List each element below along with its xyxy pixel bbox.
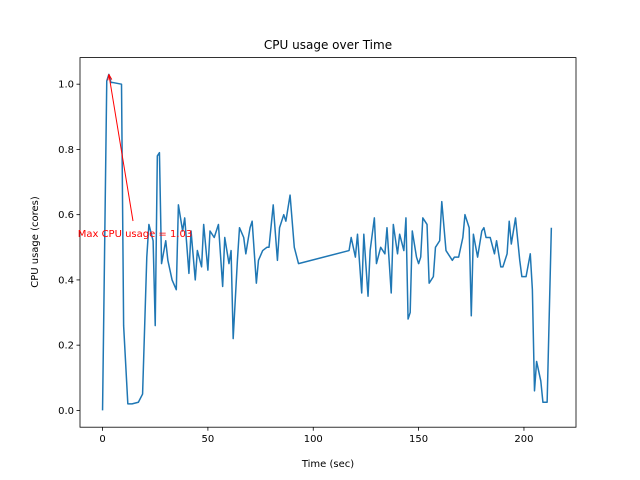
x-tick-label: 200 — [514, 434, 533, 445]
y-tick-label: 0.8 — [58, 145, 74, 156]
y-tick-label: 1.0 — [58, 80, 74, 91]
y-tick-label: 0.4 — [58, 275, 74, 286]
y-tick-label: 0.6 — [58, 210, 74, 221]
data-line — [101, 73, 553, 411]
y-tick-label: 0.0 — [58, 406, 74, 417]
annotation-arrow — [108, 74, 134, 222]
x-tick-label: 50 — [202, 434, 215, 445]
x-tick-label: 0 — [99, 434, 105, 445]
chart-title: CPU usage over Time — [264, 38, 392, 52]
plot-frame — [79, 57, 577, 428]
annotation-text: Max CPU usage = 1.03 — [78, 229, 193, 240]
x-axis-label: Time (sec) — [301, 459, 354, 470]
y-tick-label: 0.2 — [58, 341, 74, 352]
x-tick-label: 100 — [304, 434, 323, 445]
x-tick-label: 150 — [409, 434, 428, 445]
y-axis-label: CPU usage (cores) — [30, 196, 41, 288]
annotation-arrowhead — [107, 74, 113, 81]
